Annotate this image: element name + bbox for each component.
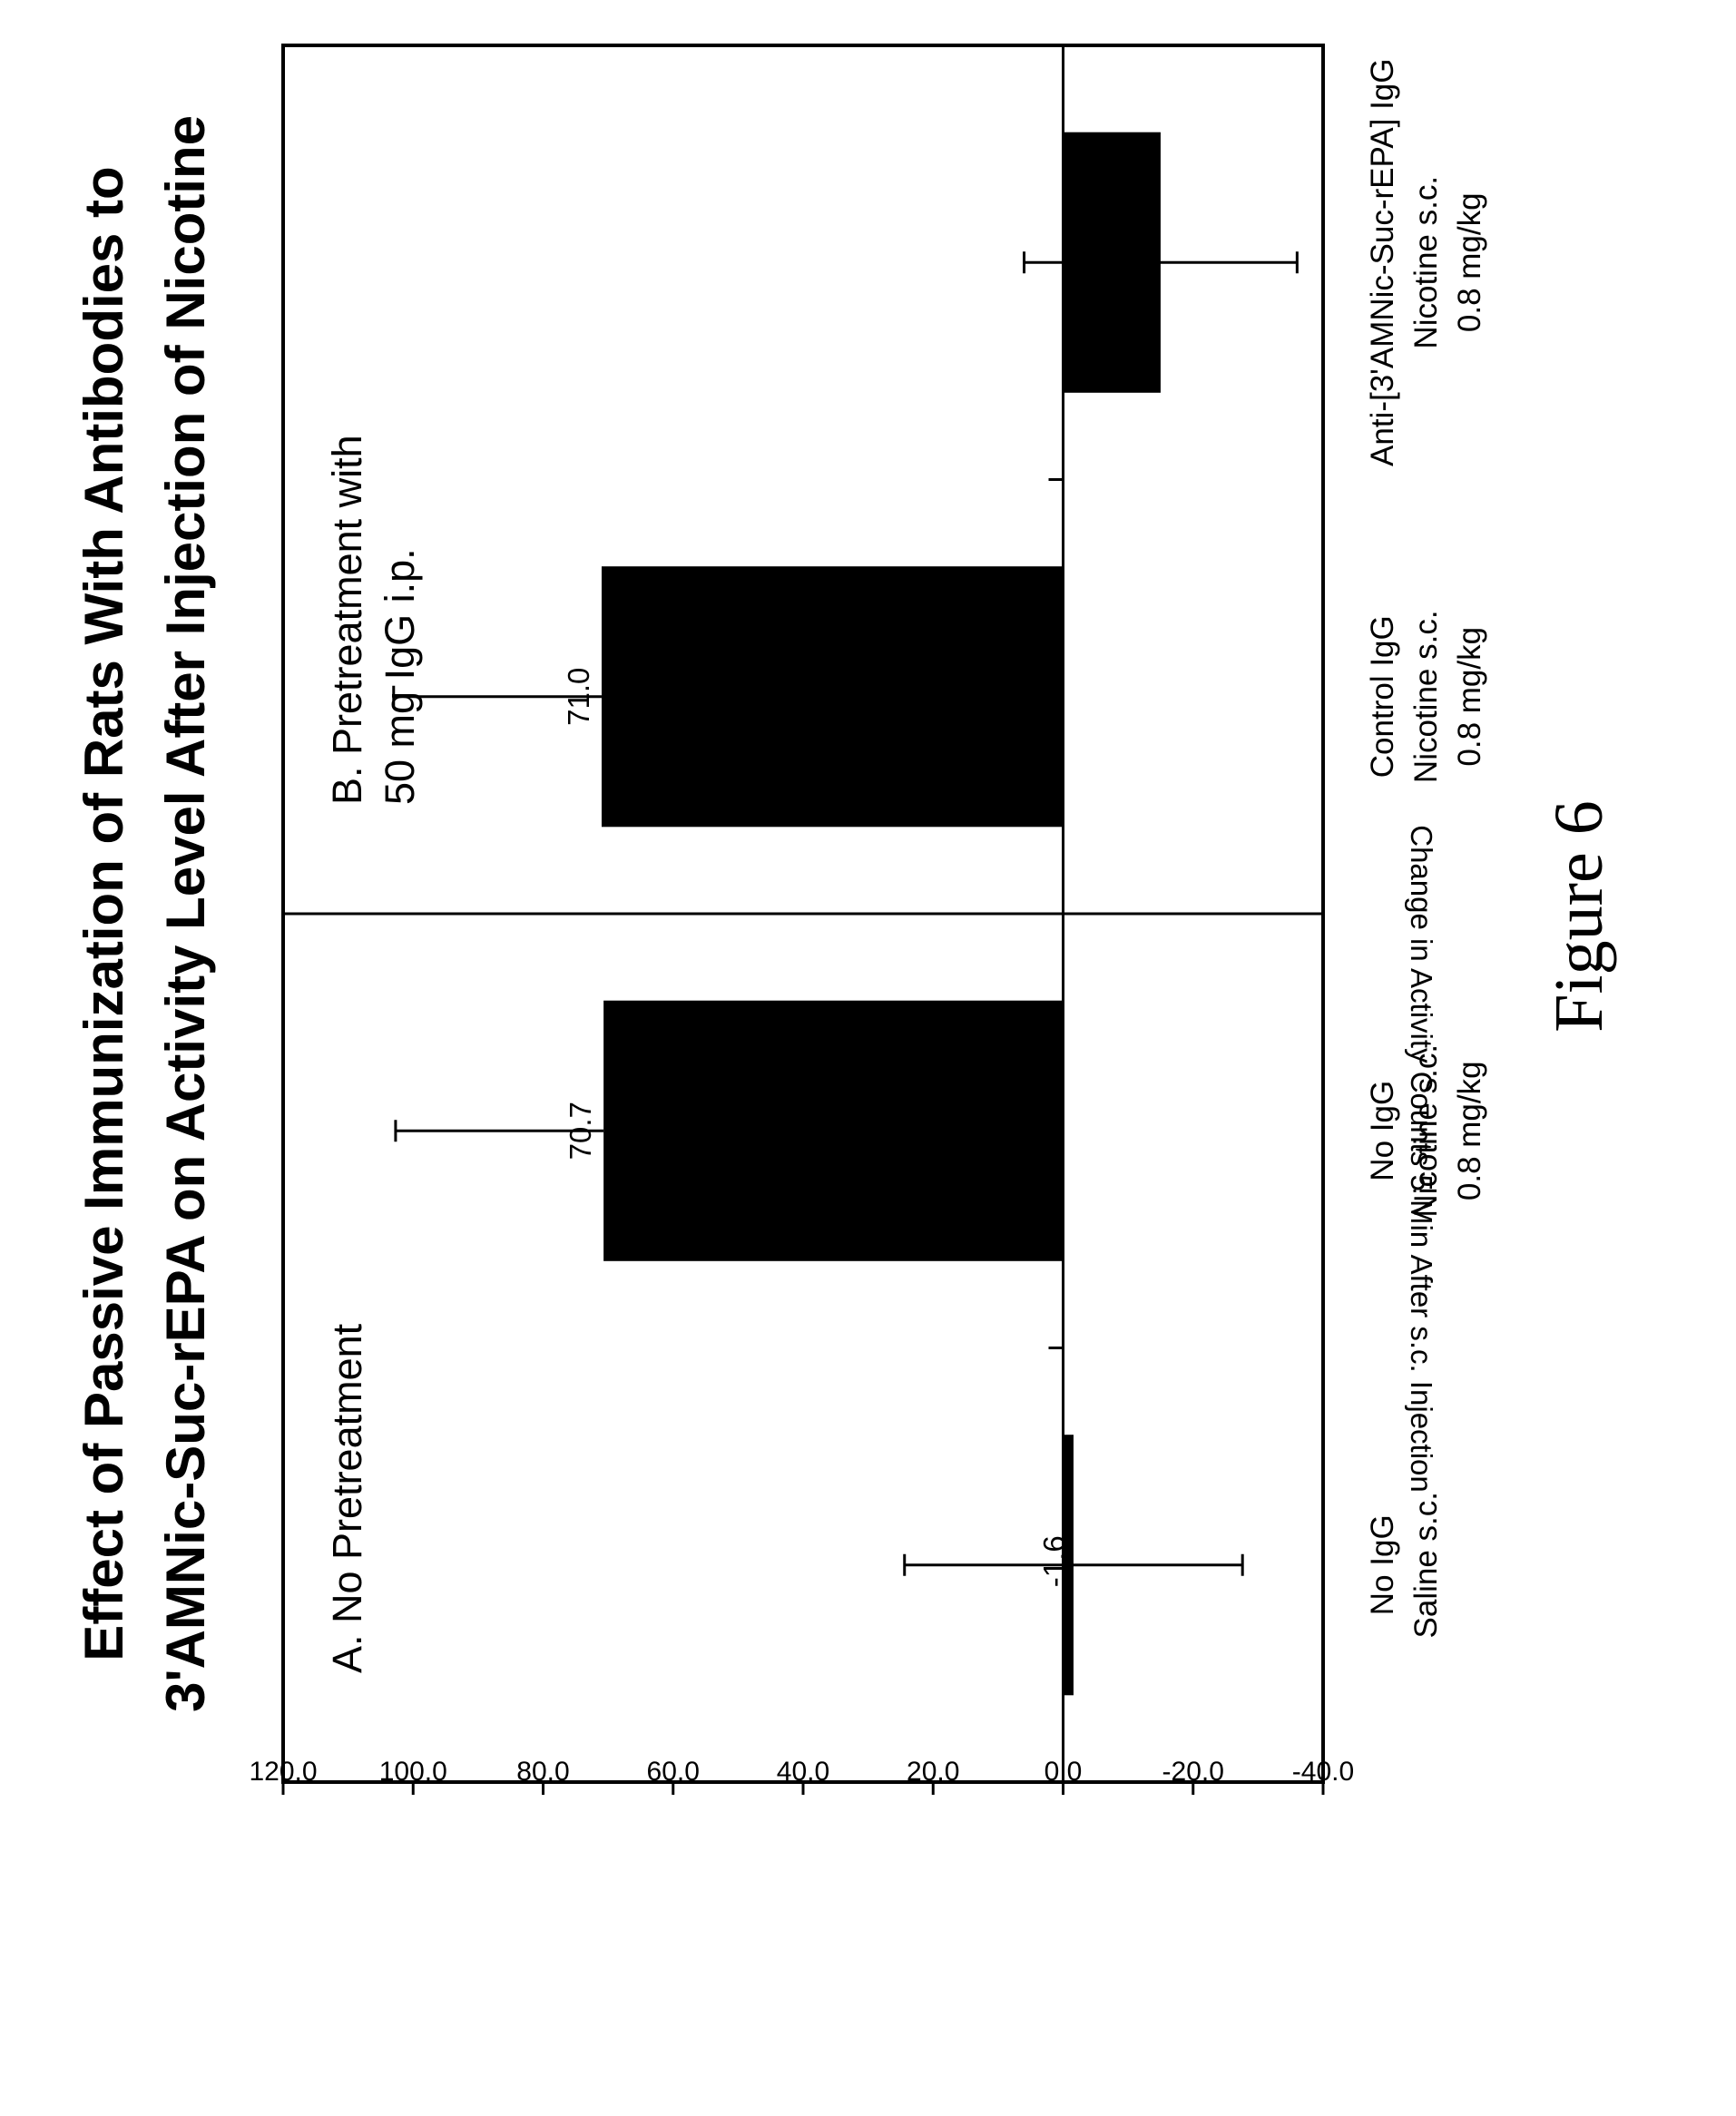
data-label: -15.0 [1124, 225, 1158, 293]
category-label: Saline s.c. [1408, 1492, 1444, 1638]
chart-title: Effect of Passive Immunization of Rats W… [74, 115, 216, 1712]
y-tick-label: 0.0 [1045, 1757, 1083, 1787]
category-label: Anti-[3'AMNic-Suc-rEPA] IgG [1365, 59, 1400, 466]
chart-title-line: Effect of Passive Immunization of Rats W… [74, 166, 134, 1660]
data-label: 70.7 [564, 1102, 597, 1160]
category-label: Nicotine s.c. [1408, 176, 1444, 349]
chart-title-line: 3'AMNic-Suc-rEPA on Activity Level After… [155, 115, 216, 1712]
figure-caption: Figure 6 [1541, 800, 1617, 1032]
y-tick-label: 20.0 [907, 1757, 959, 1787]
data-label: -1.6 [1037, 1535, 1071, 1587]
data-label: 71.0 [562, 668, 595, 726]
y-tick-label: 40.0 [777, 1757, 829, 1787]
category-label: 0.8 mg/kg [1452, 192, 1487, 332]
panel-label: A. No Pretreatment [324, 1323, 370, 1673]
y-tick-label: 120.0 [249, 1757, 317, 1787]
category-label: Nicotine s.c. [1408, 610, 1444, 783]
category-labels: No IgG Saline s.c.No IgG Nicotine s.c. 0.8 … [1365, 59, 1487, 1639]
category-label: Nicotine s.c. [1408, 1044, 1444, 1218]
category-label: Control IgG [1365, 615, 1400, 778]
y-axis-label: Change in Activity Counts 5 Min After s.… [1405, 825, 1438, 1493]
category-label: 0.8 mg/kg [1452, 627, 1487, 767]
panel-label: B. Pretreatment with [324, 435, 370, 805]
bar [601, 566, 1064, 828]
y-axis-ticks: 120.0 100.0 80.0 60.0 40.0 20.0 0.0 -20.0 -40.0 [249, 1757, 1354, 1795]
chart-marks: -1.6 70.7 71.0 -15.0 [392, 132, 1299, 1696]
category-label: No IgG [1365, 1514, 1400, 1615]
axes [281, 44, 1325, 1784]
y-tick-label: -20.0 [1162, 1757, 1224, 1787]
category-label: No IgG [1365, 1081, 1400, 1181]
panel-labels: A. No Pretreatment B. Pretreatment with 50… [324, 435, 423, 1673]
bar [603, 1000, 1064, 1261]
category-label: 0.8 mg/kg [1452, 1061, 1487, 1200]
y-tick-label: 80.0 [516, 1757, 569, 1787]
y-tick-label: 60.0 [647, 1757, 700, 1787]
y-tick-label: -40.0 [1292, 1757, 1354, 1787]
y-tick-label: 100.0 [379, 1757, 447, 1787]
panel-label: 50 mg IgG i.p. [377, 548, 423, 805]
